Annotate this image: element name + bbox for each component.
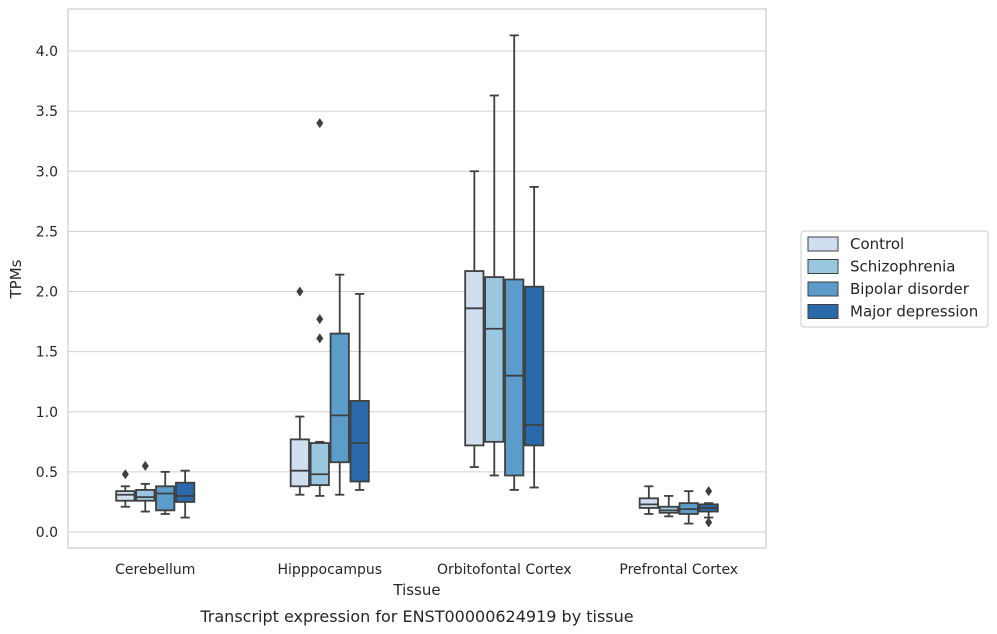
x-tick-label: Cerebellum [115,562,195,578]
legend-swatch [807,281,839,297]
legend-label: Control [850,235,904,253]
legend-label: Major depression [850,303,978,321]
legend: Control Schizophrenia Bipolar disorder Majo… [800,230,989,328]
outlier-point [296,286,304,297]
iqr-box [638,497,659,509]
legend-label: Schizophrenia [850,258,955,276]
iqr-box [115,490,136,502]
y-tick-label: 1.0 [36,405,58,421]
x-tick-label: Hipppocampus [277,562,382,578]
outlier-point [316,314,324,325]
x-axis-label: Tissue [392,581,440,599]
box-orbitofontal-cortex-bipolar-disorder [504,34,525,491]
iqr-box [135,489,156,502]
outlier-point [121,469,129,480]
iqr-box [464,270,485,447]
y-tick-label: 3.5 [36,104,58,120]
outlier-point [316,333,324,344]
box-hipppocampus-bipolar-disorder [329,273,350,496]
plot-frame [67,8,767,549]
y-tick-label: 0.0 [36,525,58,541]
box-prefrontal-cortex-bipolar-disorder [678,490,699,525]
outlier-point [705,517,713,528]
outlier-point [141,460,149,471]
x-tick-label: Prefrontal Cortex [619,562,738,578]
box-orbitofontal-cortex-schizophrenia [484,94,505,477]
box-orbitofontal-cortex-control [464,170,485,468]
y-tick-label: 3.0 [36,164,58,180]
iqr-box [289,438,310,488]
legend-label: Bipolar disorder [850,280,970,298]
x-tick-label: Orbitofontal Cortex [437,562,572,578]
legend-swatch [807,304,839,319]
box-prefrontal-cortex-major-depression [698,486,719,528]
outlier-point [316,118,324,129]
iqr-box [524,285,545,447]
box-cerebellum-major-depression [175,469,196,519]
iqr-box [504,278,525,477]
y-tick-label: 2.5 [36,224,58,240]
figure-caption: Transcript expression for ENST0000062491… [199,607,633,626]
box-hipppocampus-schizophrenia [309,118,330,497]
y-axis-label: TPMs [7,259,25,299]
iqr-box [349,400,370,483]
y-tick-labels: 0.0 0.5 1.0 1.5 2.0 2.5 3.0 3.5 4.0 [36,44,58,541]
box-cerebellum-bipolar-disorder [155,470,176,515]
legend-frame [800,230,989,328]
box-hipppocampus-major-depression [349,293,370,491]
y-tick-label: 4.0 [36,44,58,60]
iqr-box [175,481,196,503]
y-tick-label: 1.5 [36,345,58,361]
box-prefrontal-cortex-schizophrenia [658,495,679,518]
gridlines [68,50,766,533]
boxes [115,34,719,528]
iqr-box [155,485,176,512]
x-tick-labels: Cerebellum Hipppocampus Orbitofontal Corte… [115,562,738,578]
iqr-box [329,332,350,464]
y-tick-label: 2.0 [36,285,58,301]
box-hipppocampus-control [289,286,310,496]
y-tick-label: 0.5 [36,465,58,481]
legend-swatch [807,259,839,274]
box-cerebellum-schizophrenia [135,460,156,513]
box-prefrontal-cortex-control [638,485,659,515]
box-cerebellum-control [115,469,136,508]
iqr-box [484,276,505,443]
legend-swatch [807,236,839,252]
iqr-box [309,442,330,487]
outlier-point [705,486,713,497]
box-orbitofontal-cortex-major-depression [524,185,545,489]
